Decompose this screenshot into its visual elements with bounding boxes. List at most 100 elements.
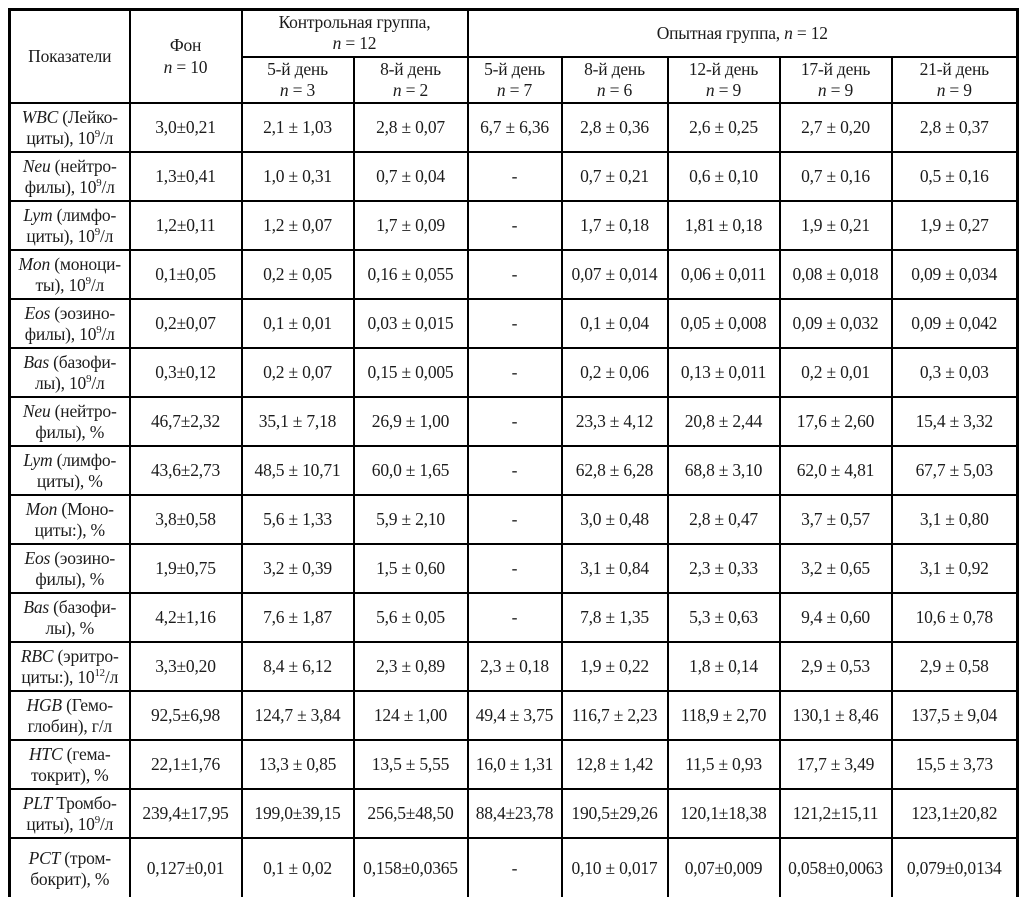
- header-day-col-4: 12-й день n = 9: [666, 55, 781, 105]
- data-cell: 120,1±18,38: [666, 788, 781, 840]
- data-cell: 1,7 ± 0,18: [560, 200, 669, 252]
- data-cell: 0,10 ± 0,017: [560, 837, 669, 897]
- row-label: Bas (базофи-лы), 109/л: [8, 347, 131, 399]
- data-cell: 2,9 ± 0,58: [890, 641, 1019, 693]
- data-cell: 62,8 ± 6,28: [560, 445, 669, 497]
- data-cell: 0,5 ± 0,16: [890, 151, 1019, 203]
- row-label: WBC (Лейко-циты), 109/л: [8, 102, 131, 154]
- row-label: Neu (нейтро-филы), %: [8, 396, 131, 448]
- data-cell: 22,1±1,76: [128, 739, 243, 791]
- header-indicators: Показатели: [8, 8, 131, 105]
- header-day-col-6: 21-й день n = 9: [890, 55, 1019, 105]
- data-cell: 67,7 ± 5,03: [890, 445, 1019, 497]
- data-cell: 0,127±0,01: [128, 837, 243, 897]
- table-row: Neu (нейтро-филы), % 46,7±2,32 35,1 ± 7,18…: [8, 396, 1019, 448]
- data-cell: 3,7 ± 0,57: [778, 494, 893, 546]
- data-cell: 0,16 ± 0,055: [352, 249, 469, 301]
- data-cell: 2,8 ± 0,07: [352, 102, 469, 154]
- data-cell: 17,7 ± 3,49: [778, 739, 893, 791]
- table-row: RBC (эритро-циты:), 1012/л 3,3±0,20 8,4 ± …: [8, 641, 1019, 693]
- table-row: WBC (Лейко-циты), 109/л 3,0±0,21 2,1 ± 1,0…: [8, 102, 1019, 154]
- data-cell: 0,2 ± 0,05: [240, 249, 355, 301]
- data-cell: 2,3 ± 0,33: [666, 543, 781, 595]
- row-label: Eos (эозино-филы), %: [8, 543, 131, 595]
- data-cell: -: [466, 298, 563, 350]
- table-row: Lym (лимфо-циты), % 43,6±2,73 48,5 ± 10,71…: [8, 445, 1019, 497]
- header-day-col-5: 17-й день n = 9: [778, 55, 893, 105]
- data-cell: 20,8 ± 2,44: [666, 396, 781, 448]
- header-day-col-1: 8-й день n = 2: [352, 55, 469, 105]
- data-cell: 3,2 ± 0,65: [778, 543, 893, 595]
- data-cell: 2,6 ± 0,25: [666, 102, 781, 154]
- data-cell: 1,9 ± 0,21: [778, 200, 893, 252]
- data-cell: 1,9 ± 0,22: [560, 641, 669, 693]
- data-cell: 130,1 ± 8,46: [778, 690, 893, 742]
- table-row: Mon (моноци-ты), 109/л 0,1±0,05 0,2 ± 0,05…: [8, 249, 1019, 301]
- data-cell: 88,4±23,78: [466, 788, 563, 840]
- data-cell: 239,4±17,95: [128, 788, 243, 840]
- data-cell: 1,2 ± 0,07: [240, 200, 355, 252]
- data-cell: 190,5±29,26: [560, 788, 669, 840]
- data-cell: -: [466, 592, 563, 644]
- data-cell: 43,6±2,73: [128, 445, 243, 497]
- data-cell: 137,5 ± 9,04: [890, 690, 1019, 742]
- data-cell: 3,1 ± 0,92: [890, 543, 1019, 595]
- data-cell: 0,1 ± 0,02: [240, 837, 355, 897]
- data-cell: 49,4 ± 3,75: [466, 690, 563, 742]
- data-cell: -: [466, 543, 563, 595]
- data-cell: 0,06 ± 0,011: [666, 249, 781, 301]
- table-row: PCT (тром-бокрит), % 0,127±0,01 0,1 ± 0,02…: [8, 837, 1019, 897]
- data-cell: 23,3 ± 4,12: [560, 396, 669, 448]
- data-cell: -: [466, 494, 563, 546]
- data-cell: 16,0 ± 1,31: [466, 739, 563, 791]
- data-cell: 3,2 ± 0,39: [240, 543, 355, 595]
- data-cell: 0,7 ± 0,04: [352, 151, 469, 203]
- data-cell: 0,15 ± 0,005: [352, 347, 469, 399]
- data-cell: -: [466, 200, 563, 252]
- data-cell: 0,2 ± 0,07: [240, 347, 355, 399]
- data-cell: 3,0 ± 0,48: [560, 494, 669, 546]
- data-cell: 0,09 ± 0,032: [778, 298, 893, 350]
- data-cell: 123,1±20,82: [890, 788, 1019, 840]
- data-cell: 1,9±0,75: [128, 543, 243, 595]
- data-cell: 2,9 ± 0,53: [778, 641, 893, 693]
- data-cell: 13,3 ± 0,85: [240, 739, 355, 791]
- data-cell: 4,2±1,16: [128, 592, 243, 644]
- data-cell: 118,9 ± 2,70: [666, 690, 781, 742]
- data-cell: 2,3 ± 0,18: [466, 641, 563, 693]
- data-cell: 15,5 ± 3,73: [890, 739, 1019, 791]
- row-label: Lym (лимфо-циты), %: [8, 445, 131, 497]
- table-row: PLT Тромбо-циты), 109/л 239,4±17,95 199,0±…: [8, 788, 1019, 840]
- header-day-col-3: 8-й день n = 6: [560, 55, 669, 105]
- data-cell: 62,0 ± 4,81: [778, 445, 893, 497]
- row-label: Mon (Моно-циты:), %: [8, 494, 131, 546]
- data-cell: 15,4 ± 3,32: [890, 396, 1019, 448]
- data-cell: 12,8 ± 1,42: [560, 739, 669, 791]
- data-cell: 1,3±0,41: [128, 151, 243, 203]
- table-row: HGB (Гемо-глобин), г/л 92,5±6,98 124,7 ± 3…: [8, 690, 1019, 742]
- row-label: Lym (лимфо-циты), 109/л: [8, 200, 131, 252]
- header-group-row: Показатели Фон n = 10 Контрольная группа,…: [8, 8, 1019, 105]
- data-cell: -: [466, 837, 563, 897]
- data-cell: 5,6 ± 0,05: [352, 592, 469, 644]
- data-cell: 121,2±15,11: [778, 788, 893, 840]
- data-cell: 5,9 ± 2,10: [352, 494, 469, 546]
- data-cell: 1,8 ± 0,14: [666, 641, 781, 693]
- data-cell: 26,9 ± 1,00: [352, 396, 469, 448]
- data-cell: 46,7±2,32: [128, 396, 243, 448]
- data-cell: 1,7 ± 0,09: [352, 200, 469, 252]
- data-cell: 3,3±0,20: [128, 641, 243, 693]
- table-header: Показатели Фон n = 10 Контрольная группа,…: [8, 8, 1019, 105]
- data-cell: 48,5 ± 10,71: [240, 445, 355, 497]
- data-cell: 0,13 ± 0,011: [666, 347, 781, 399]
- row-label: HTC (гема-токрит), %: [8, 739, 131, 791]
- data-cell: 0,09 ± 0,034: [890, 249, 1019, 301]
- data-cell: 124 ± 1,00: [352, 690, 469, 742]
- table-row: Neu (нейтро-филы), 109/л 1,3±0,41 1,0 ± 0,…: [8, 151, 1019, 203]
- data-cell: 0,2 ± 0,06: [560, 347, 669, 399]
- header-day-col-0: 5-й день n = 3: [240, 55, 355, 105]
- data-cell: 92,5±6,98: [128, 690, 243, 742]
- row-label: Bas (базофи-лы), %: [8, 592, 131, 644]
- data-cell: 0,07±0,009: [666, 837, 781, 897]
- data-cell: 0,2 ± 0,01: [778, 347, 893, 399]
